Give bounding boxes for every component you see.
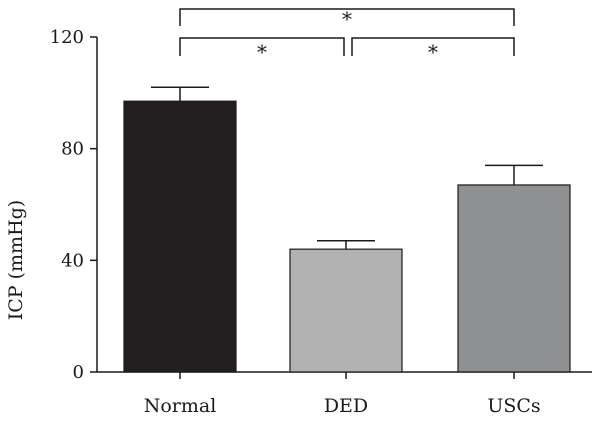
bar-normal	[123, 100, 237, 373]
category-label-normal: Normal	[144, 395, 217, 417]
significance-brackets: * * *	[179, 7, 515, 64]
y-tick-label: 120	[50, 27, 84, 48]
category-label-uscs: USCs	[487, 395, 540, 417]
sig-marker-0: *	[257, 40, 267, 64]
bar-uscs	[457, 184, 571, 373]
sig-marker-1: *	[428, 40, 438, 64]
axes: 0 40 80 120 Normal DED USCs	[50, 27, 592, 417]
sig-bracket-1	[351, 37, 515, 56]
category-label-ded: DED	[324, 395, 368, 417]
sig-bracket-0	[179, 37, 345, 56]
y-axis-label: ICP (mmHg)	[5, 200, 27, 320]
y-tick-label: 80	[61, 139, 84, 160]
y-tick-label: 40	[61, 250, 84, 271]
sig-marker-2: *	[342, 7, 352, 31]
sig-bracket-2	[179, 8, 515, 26]
bar-ded	[289, 248, 403, 373]
bars	[123, 86, 571, 373]
y-tick-label: 0	[73, 362, 84, 383]
